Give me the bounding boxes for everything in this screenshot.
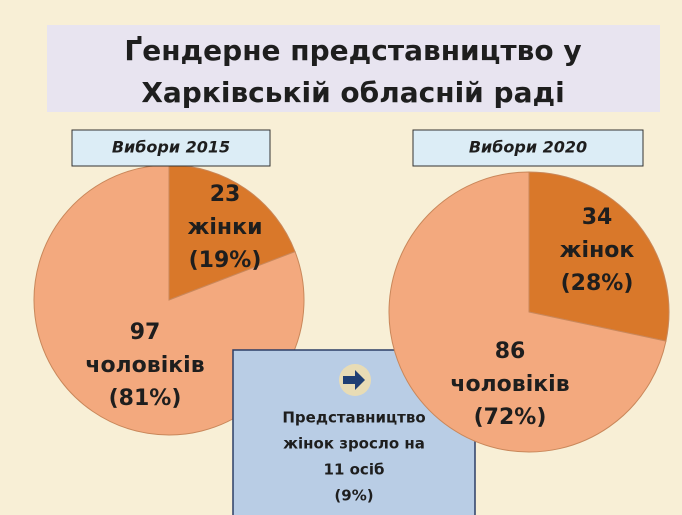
slice-value: 23 xyxy=(210,182,241,207)
slice-value: 86 xyxy=(495,339,526,364)
annotation: жінок зросло на xyxy=(283,435,425,453)
annotation: 11 осіб xyxy=(324,461,385,479)
subtitle-box xyxy=(412,129,644,167)
slice-value: 97 xyxy=(130,320,161,345)
title-line: Ґендерне представництво у xyxy=(124,34,581,67)
title-line: Харківській обласній раді xyxy=(141,76,564,109)
annotation: (9%) xyxy=(334,487,373,505)
slice-category: чоловіків xyxy=(450,372,569,397)
title-box xyxy=(47,25,660,112)
subtitle-box xyxy=(71,129,271,167)
pie-chart: 34 жінок (28%) 86 чоловіків (72%) Вибори 2020 xyxy=(388,129,670,453)
arrow xyxy=(343,370,365,390)
subtitle: Вибори 2020 xyxy=(469,138,587,157)
pie-slice xyxy=(388,171,667,453)
pie-slice xyxy=(528,171,670,342)
slice-category: жінок xyxy=(560,238,635,263)
subtitle: Вибори 2015 xyxy=(112,138,230,157)
slice-percent: (19%) xyxy=(189,248,262,273)
slice-percent: (81%) xyxy=(109,386,182,411)
slice-percent: (28%) xyxy=(561,271,634,296)
slice-value: 34 xyxy=(582,205,613,230)
slice-category: чоловіків xyxy=(85,353,204,378)
annotation: Представництво xyxy=(282,409,425,427)
slice-category: жінки xyxy=(188,215,263,240)
slice-percent: (72%) xyxy=(474,405,547,430)
